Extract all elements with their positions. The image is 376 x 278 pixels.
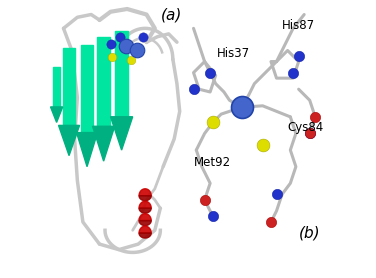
- Polygon shape: [53, 67, 60, 107]
- Point: [210, 120, 216, 125]
- Point: [128, 58, 134, 62]
- Polygon shape: [63, 48, 75, 125]
- Polygon shape: [139, 201, 151, 208]
- Point: [191, 87, 197, 91]
- Point: [273, 192, 279, 197]
- Text: (b): (b): [299, 225, 320, 240]
- Point: [307, 131, 313, 136]
- Polygon shape: [50, 107, 63, 122]
- Polygon shape: [139, 214, 151, 221]
- Point: [239, 105, 245, 110]
- Point: [117, 35, 123, 39]
- Point: [108, 41, 114, 46]
- Point: [109, 55, 115, 59]
- Point: [312, 115, 318, 119]
- Text: Cys84: Cys84: [288, 121, 324, 135]
- Point: [207, 70, 213, 75]
- Polygon shape: [77, 133, 97, 167]
- Text: (a): (a): [161, 8, 182, 23]
- Polygon shape: [139, 226, 151, 233]
- Polygon shape: [115, 31, 128, 117]
- Point: [268, 220, 274, 224]
- Polygon shape: [139, 208, 151, 213]
- Text: Met92: Met92: [194, 156, 230, 169]
- Polygon shape: [59, 125, 80, 156]
- Text: His87: His87: [282, 19, 315, 32]
- Polygon shape: [81, 45, 93, 133]
- Point: [202, 198, 208, 202]
- Point: [210, 214, 216, 219]
- Point: [290, 70, 296, 75]
- Point: [134, 48, 140, 53]
- Polygon shape: [97, 37, 110, 126]
- Polygon shape: [111, 117, 133, 150]
- Polygon shape: [92, 126, 115, 161]
- Polygon shape: [139, 196, 151, 201]
- Polygon shape: [139, 221, 151, 225]
- Point: [260, 142, 266, 147]
- Polygon shape: [139, 233, 151, 238]
- Point: [296, 54, 302, 58]
- Point: [307, 131, 313, 136]
- Polygon shape: [139, 189, 151, 196]
- Point: [123, 44, 129, 49]
- Text: His37: His37: [217, 47, 250, 60]
- Point: [140, 35, 146, 39]
